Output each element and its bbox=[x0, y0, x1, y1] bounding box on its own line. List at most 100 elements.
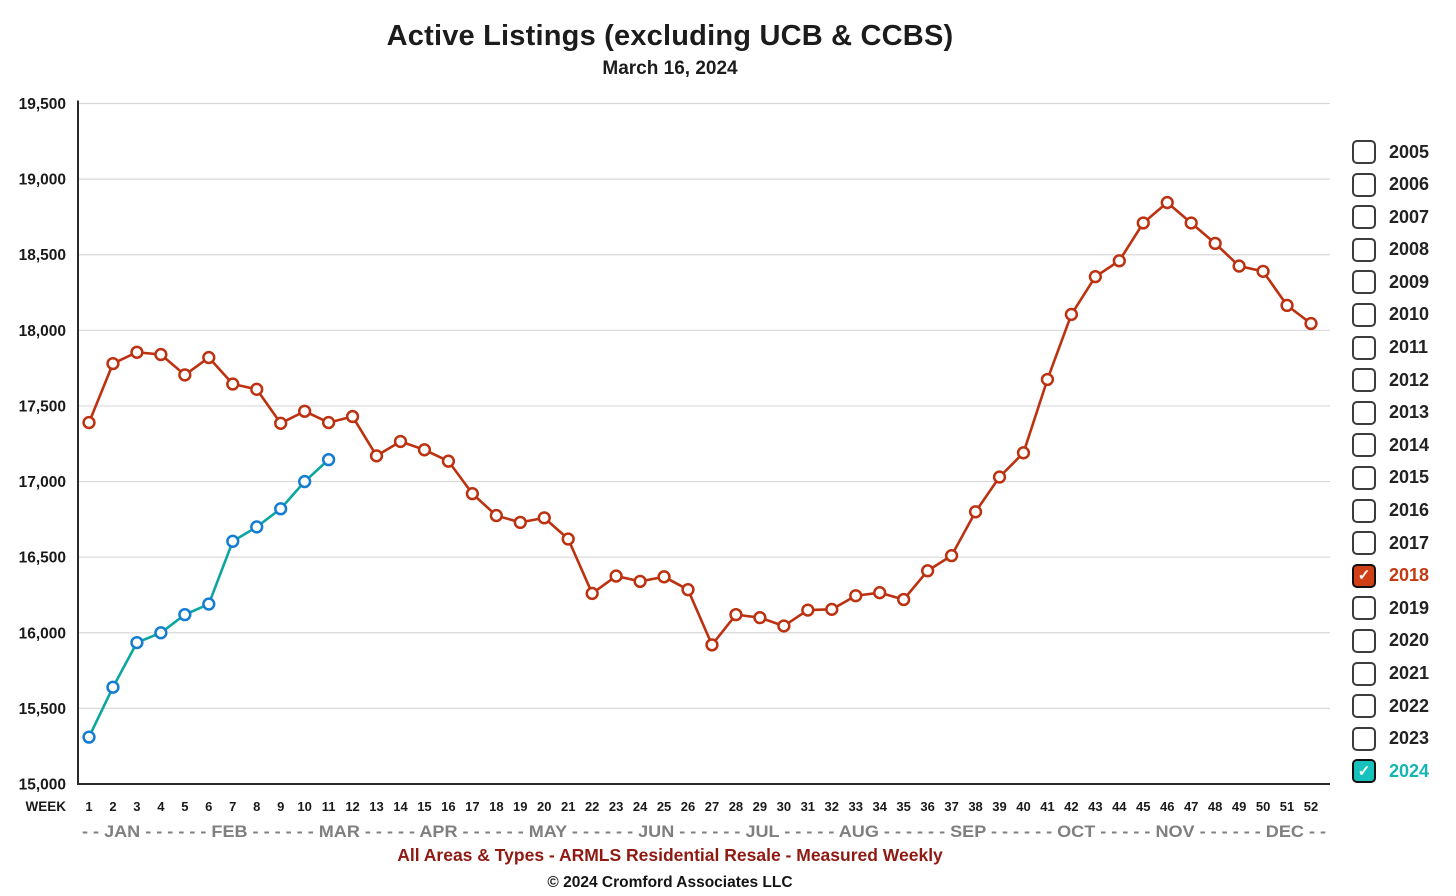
data-point-2018-w42 bbox=[1064, 307, 1079, 322]
week-tick-label: 16 bbox=[441, 799, 455, 814]
legend-row-2020: 2020 bbox=[1352, 628, 1430, 653]
data-point-2018-w45 bbox=[1136, 216, 1150, 230]
data-point-2018-w10 bbox=[297, 404, 312, 418]
year-checkbox-2013[interactable] bbox=[1352, 400, 1376, 425]
data-point-2024-w2 bbox=[106, 680, 120, 694]
year-label-2019[interactable]: 2019 bbox=[1389, 597, 1430, 618]
week-tick-label: 14 bbox=[393, 799, 408, 814]
year-checkbox-2019[interactable] bbox=[1352, 596, 1376, 621]
year-label-2023[interactable]: 2023 bbox=[1389, 728, 1430, 749]
week-tick-label: 31 bbox=[801, 799, 815, 814]
year-checkbox-2010[interactable] bbox=[1352, 302, 1376, 327]
year-checkbox-2024[interactable]: ✓ bbox=[1352, 759, 1376, 784]
y-tick-label: 19,000 bbox=[19, 172, 66, 189]
week-tick-label: 46 bbox=[1160, 799, 1174, 814]
year-checkbox-2023[interactable] bbox=[1352, 726, 1376, 751]
year-checkbox-2018[interactable]: ✓ bbox=[1352, 563, 1376, 588]
week-tick-label: 15 bbox=[417, 799, 431, 814]
week-tick-label: 8 bbox=[253, 799, 260, 814]
year-label-2024[interactable]: 2024 bbox=[1389, 760, 1430, 781]
data-point-2024-w8 bbox=[250, 520, 264, 534]
chart-caption: All Areas & Types - ARMLS Residential Re… bbox=[397, 845, 943, 865]
year-checkbox-2021[interactable] bbox=[1352, 661, 1376, 686]
week-tick-label: 40 bbox=[1016, 799, 1030, 814]
week-axis-title: WEEK bbox=[26, 799, 67, 814]
week-tick-label: 4 bbox=[157, 799, 165, 814]
data-point-2024-w10 bbox=[297, 474, 312, 489]
year-checkbox-2011[interactable] bbox=[1352, 335, 1376, 360]
year-checkbox-2007[interactable] bbox=[1352, 205, 1376, 230]
week-tick-label: 17 bbox=[465, 799, 479, 814]
year-label-2012[interactable]: 2012 bbox=[1389, 369, 1430, 390]
data-point-2018-w40 bbox=[1016, 446, 1031, 460]
data-point-2018-w12 bbox=[345, 409, 360, 424]
year-label-2009[interactable]: 2009 bbox=[1389, 271, 1430, 292]
year-checkbox-2016[interactable] bbox=[1352, 498, 1376, 523]
year-checkbox-2009[interactable] bbox=[1352, 270, 1376, 295]
data-point-2018-w46 bbox=[1160, 195, 1174, 210]
data-point-2018-w38 bbox=[968, 505, 983, 519]
week-tick-label: 33 bbox=[849, 799, 863, 814]
legend-row-2006: 2006 bbox=[1352, 172, 1430, 197]
year-label-2005[interactable]: 2005 bbox=[1389, 141, 1430, 162]
year-label-2017[interactable]: 2017 bbox=[1389, 532, 1430, 553]
data-point-2024-w9 bbox=[274, 502, 288, 516]
year-checkbox-2014[interactable] bbox=[1352, 433, 1376, 458]
series-line-2018 bbox=[87, 201, 1312, 647]
week-tick-label: 39 bbox=[992, 799, 1006, 814]
data-point-2018-w14 bbox=[393, 434, 408, 449]
data-point-2018-w48 bbox=[1208, 236, 1222, 251]
year-label-2022[interactable]: 2022 bbox=[1389, 695, 1430, 716]
data-point-2018-w1 bbox=[82, 415, 96, 430]
week-tick-label: 48 bbox=[1208, 799, 1222, 814]
year-checkbox-2012[interactable] bbox=[1352, 368, 1376, 393]
year-checkbox-2022[interactable] bbox=[1352, 694, 1376, 719]
data-point-2018-w23 bbox=[609, 569, 623, 583]
year-label-2007[interactable]: 2007 bbox=[1389, 206, 1430, 227]
legend-row-2009: 2009 bbox=[1352, 270, 1430, 295]
year-checkbox-2008[interactable] bbox=[1352, 237, 1376, 262]
year-checkbox-2020[interactable] bbox=[1352, 628, 1376, 653]
legend-row-2022: 2022 bbox=[1352, 694, 1430, 719]
year-label-2011[interactable]: 2011 bbox=[1389, 337, 1429, 358]
week-tick-label: 26 bbox=[681, 799, 695, 814]
data-point-2018-w7 bbox=[226, 377, 240, 391]
data-point-2018-w52 bbox=[1304, 316, 1318, 331]
data-point-2018-w30 bbox=[777, 619, 791, 633]
y-tick-label: 17,500 bbox=[19, 398, 66, 415]
legend-row-2007: 2007 bbox=[1352, 205, 1430, 230]
year-label-2008[interactable]: 2008 bbox=[1389, 239, 1430, 260]
year-label-2016[interactable]: 2016 bbox=[1389, 500, 1430, 521]
year-checkbox-2006[interactable] bbox=[1352, 172, 1376, 197]
data-point-2018-w44 bbox=[1112, 254, 1126, 268]
year-label-2013[interactable]: 2013 bbox=[1389, 402, 1430, 423]
week-tick-label: 52 bbox=[1304, 799, 1318, 814]
year-label-2020[interactable]: 2020 bbox=[1389, 630, 1430, 651]
year-label-2010[interactable]: 2010 bbox=[1389, 304, 1430, 325]
year-label-2006[interactable]: 2006 bbox=[1389, 174, 1430, 195]
legend-row-2021: 2021 bbox=[1352, 661, 1430, 686]
year-label-2014[interactable]: 2014 bbox=[1389, 434, 1430, 455]
week-tick-label: 21 bbox=[561, 799, 575, 814]
year-checkbox-2017[interactable] bbox=[1352, 531, 1376, 556]
year-checkbox-2015[interactable] bbox=[1352, 465, 1376, 490]
data-point-2018-w9 bbox=[274, 416, 288, 430]
data-point-2018-w33 bbox=[849, 589, 863, 603]
data-point-2018-w37 bbox=[944, 549, 959, 563]
week-tick-label: 5 bbox=[181, 799, 188, 814]
week-tick-label: 47 bbox=[1184, 799, 1198, 814]
data-point-2024-w3 bbox=[130, 635, 144, 650]
data-point-2018-w3 bbox=[130, 345, 144, 359]
week-tick-label: 12 bbox=[345, 799, 359, 814]
year-label-2015[interactable]: 2015 bbox=[1389, 467, 1430, 488]
year-label-2021[interactable]: 2021 bbox=[1389, 663, 1430, 683]
data-point-2018-w22 bbox=[585, 586, 599, 601]
data-point-2018-w8 bbox=[250, 382, 264, 396]
week-tick-label: 7 bbox=[229, 799, 236, 814]
y-tick-label: 18,000 bbox=[19, 323, 66, 340]
data-point-2018-w15 bbox=[417, 443, 432, 457]
data-point-2018-w29 bbox=[753, 611, 767, 625]
year-checkbox-2005[interactable] bbox=[1352, 140, 1376, 164]
year-label-2018[interactable]: 2018 bbox=[1389, 565, 1430, 586]
